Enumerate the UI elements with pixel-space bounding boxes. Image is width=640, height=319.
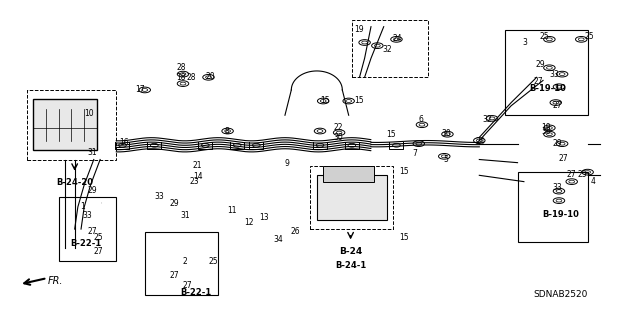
Text: 9: 9 [284, 159, 289, 168]
Text: 11: 11 [227, 206, 237, 215]
Bar [145, 232, 218, 295]
Text: 26: 26 [291, 227, 301, 236]
Text: 31: 31 [180, 211, 189, 220]
Text: FR.: FR. [47, 276, 63, 286]
Text: 15: 15 [320, 96, 330, 105]
Text: 25: 25 [208, 257, 218, 266]
Text: B-24-1: B-24-1 [335, 261, 366, 270]
Text: 22: 22 [333, 123, 342, 132]
Text: 25: 25 [540, 32, 549, 41]
Text: 27: 27 [567, 170, 577, 179]
Bar [27, 90, 116, 160]
Text: 30: 30 [442, 129, 451, 138]
Text: 30: 30 [541, 127, 551, 136]
Text: 33: 33 [83, 211, 92, 220]
Text: 25: 25 [93, 234, 103, 242]
Text: 18: 18 [177, 73, 186, 82]
Bar [352, 20, 428, 77]
Text: B-22-1: B-22-1 [70, 240, 101, 249]
Text: 15: 15 [399, 234, 409, 242]
Text: SDNAB2520: SDNAB2520 [534, 290, 588, 299]
Text: B-19-10: B-19-10 [543, 210, 579, 219]
Text: 33: 33 [552, 183, 562, 192]
Text: 14: 14 [193, 172, 202, 182]
Text: 27: 27 [170, 271, 180, 280]
Text: 32: 32 [382, 45, 392, 54]
Text: 25: 25 [578, 170, 588, 179]
Text: 4: 4 [590, 177, 595, 186]
Text: 24: 24 [476, 137, 485, 146]
Text: 5: 5 [444, 155, 449, 164]
Text: 7: 7 [412, 149, 417, 158]
Text: 15: 15 [399, 167, 409, 176]
Text: 13: 13 [259, 212, 269, 222]
Text: 29: 29 [535, 60, 545, 69]
Text: 19: 19 [541, 123, 551, 132]
Text: 29: 29 [552, 138, 562, 148]
Text: 21: 21 [193, 161, 202, 170]
Bar [518, 172, 588, 242]
Text: 24: 24 [393, 34, 403, 43]
Bar [323, 166, 374, 182]
Text: 31: 31 [87, 148, 97, 157]
Bar [505, 30, 588, 115]
Text: B-22-1: B-22-1 [180, 288, 211, 297]
Text: 27: 27 [93, 247, 103, 256]
Text: 29: 29 [87, 186, 97, 195]
Text: 28: 28 [177, 63, 186, 72]
Text: 16: 16 [119, 137, 129, 147]
Text: 27: 27 [87, 227, 97, 236]
Text: 27: 27 [533, 77, 543, 85]
Bar [33, 100, 97, 150]
Text: 25: 25 [584, 32, 594, 41]
Text: 27: 27 [552, 100, 562, 110]
Bar [310, 166, 394, 229]
Text: 28: 28 [186, 73, 196, 82]
Text: 34: 34 [274, 235, 284, 244]
Text: 33: 33 [154, 192, 164, 201]
Text: 19: 19 [355, 25, 364, 34]
Text: 15: 15 [387, 130, 396, 139]
Text: 12: 12 [244, 218, 253, 227]
Text: 3: 3 [522, 38, 527, 47]
Bar [317, 175, 387, 219]
Text: 20: 20 [205, 72, 215, 81]
Bar [59, 197, 116, 261]
Text: 10: 10 [84, 109, 94, 118]
Text: 32: 32 [482, 115, 492, 123]
Text: 1: 1 [81, 203, 85, 211]
Text: B-19-10: B-19-10 [530, 84, 566, 93]
Text: 17: 17 [136, 85, 145, 94]
Text: 23: 23 [189, 176, 198, 186]
Text: 30: 30 [333, 133, 342, 143]
Text: 2: 2 [182, 257, 188, 266]
Text: 33: 33 [550, 70, 559, 79]
Text: 29: 29 [170, 199, 180, 208]
Text: 15: 15 [355, 96, 364, 105]
Text: 6: 6 [419, 115, 423, 124]
Text: 27: 27 [182, 281, 192, 290]
Text: B-24: B-24 [339, 247, 362, 256]
Text: 27: 27 [559, 154, 568, 163]
Text: 8: 8 [225, 127, 229, 136]
Text: B-24-20: B-24-20 [56, 178, 93, 187]
